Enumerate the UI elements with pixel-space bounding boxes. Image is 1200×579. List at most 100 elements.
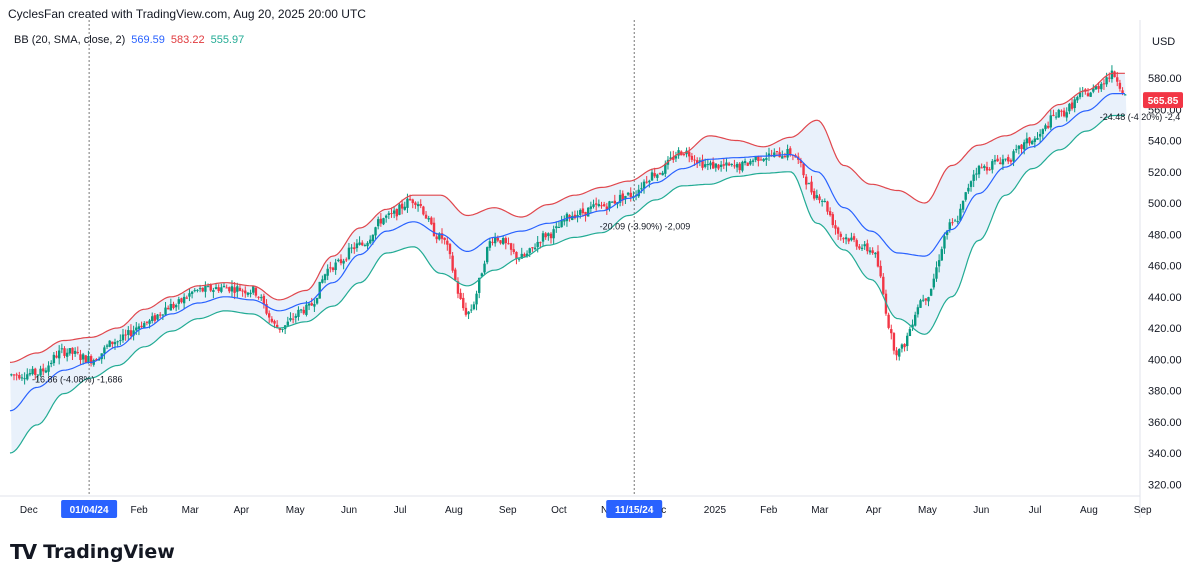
candle-body bbox=[781, 156, 784, 159]
candle-body bbox=[408, 198, 412, 201]
candle-body bbox=[961, 200, 965, 210]
candle-body bbox=[52, 354, 56, 364]
candle-body bbox=[135, 327, 138, 331]
date-highlight-badge[interactable] bbox=[606, 500, 663, 518]
candle-body bbox=[759, 159, 763, 161]
candle-body bbox=[547, 233, 550, 237]
price-tick-label: 480.00 bbox=[1148, 229, 1182, 241]
candle-body bbox=[161, 314, 165, 316]
candle-body bbox=[608, 201, 611, 209]
candle-body bbox=[533, 247, 537, 250]
candle-body bbox=[456, 281, 460, 294]
candle-body bbox=[587, 207, 590, 217]
time-tick-label: c bbox=[661, 505, 666, 516]
candle-body bbox=[592, 204, 595, 207]
price-tick-label: 460.00 bbox=[1148, 261, 1182, 273]
candle-body bbox=[387, 213, 391, 215]
candle-body bbox=[669, 157, 672, 160]
candle-body bbox=[650, 172, 654, 181]
candle-body bbox=[690, 155, 694, 160]
measure-label: -20.09 (-3.90%) -2,009 bbox=[600, 222, 691, 232]
candle-body bbox=[483, 263, 486, 273]
candle-body bbox=[871, 250, 874, 254]
candle-body bbox=[172, 303, 175, 308]
price-tick-label: 580.00 bbox=[1148, 73, 1182, 85]
candle-body bbox=[414, 202, 417, 205]
candle-body bbox=[462, 297, 465, 309]
candle-body bbox=[57, 350, 61, 359]
candle-body bbox=[246, 292, 250, 295]
candle-body bbox=[329, 267, 332, 269]
candle-body bbox=[499, 240, 502, 244]
candle-body bbox=[313, 304, 316, 307]
date-highlight-badge[interactable] bbox=[61, 500, 118, 518]
time-tick-label: Apr bbox=[234, 505, 250, 516]
candle-body bbox=[28, 373, 32, 375]
candle-body bbox=[914, 314, 917, 326]
candle-body bbox=[140, 325, 143, 328]
last-price-badge[interactable] bbox=[1143, 92, 1183, 109]
candle-body bbox=[236, 286, 239, 292]
candle-body bbox=[919, 300, 922, 308]
candle-body bbox=[177, 299, 181, 304]
candle-body bbox=[624, 195, 627, 199]
candle-body bbox=[480, 273, 484, 277]
date-highlight-label: 11/15/24 bbox=[615, 505, 654, 516]
candle-body bbox=[858, 246, 861, 249]
candle-body bbox=[879, 265, 882, 277]
candle-body bbox=[36, 374, 40, 376]
measure-annotation[interactable]: -16.86 (-4.08%) -1,686 bbox=[32, 375, 123, 385]
currency-label[interactable]: USD bbox=[1152, 36, 1176, 48]
candle-body bbox=[799, 160, 803, 164]
candle-body bbox=[196, 289, 199, 291]
candle-body bbox=[307, 303, 311, 306]
lower-band-line bbox=[9, 114, 1125, 454]
candle-body bbox=[467, 311, 470, 315]
candle-body bbox=[985, 166, 989, 171]
candle-body bbox=[1030, 141, 1034, 145]
candle-body bbox=[42, 368, 45, 372]
candle-body bbox=[119, 340, 122, 342]
time-tick-label: Feb bbox=[760, 505, 778, 516]
candle-body bbox=[432, 222, 436, 237]
candle-body bbox=[709, 162, 712, 166]
candle-body bbox=[1004, 158, 1007, 160]
candle-body bbox=[525, 253, 529, 257]
measure-annotation[interactable]: -20.09 (-3.90%) -2,009 bbox=[600, 222, 691, 232]
candle-body bbox=[828, 211, 832, 216]
candle-body bbox=[948, 222, 951, 230]
candle-body bbox=[512, 249, 515, 253]
candle-body bbox=[1054, 116, 1058, 118]
candle-body bbox=[786, 149, 789, 158]
candle-body bbox=[969, 181, 973, 187]
candle-body bbox=[701, 159, 704, 168]
candle-body bbox=[1078, 92, 1082, 98]
candle-body bbox=[975, 173, 978, 175]
candle-body bbox=[1015, 149, 1018, 151]
candle-body bbox=[193, 290, 196, 292]
price-tick-label: 400.00 bbox=[1148, 354, 1182, 366]
candle-body bbox=[164, 307, 167, 315]
measure-label: -16.86 (-4.08%) -1,686 bbox=[32, 375, 123, 385]
candle-body bbox=[321, 279, 324, 283]
candle-body bbox=[15, 374, 18, 376]
candle-body bbox=[1049, 115, 1052, 128]
bollinger-legend[interactable]: BB (20, SMA, close, 2) 569.59 583.22 555.97 bbox=[14, 34, 244, 46]
candle-body bbox=[921, 299, 925, 301]
candle-body bbox=[1089, 92, 1092, 97]
candle-body bbox=[169, 304, 173, 311]
candle-body bbox=[475, 293, 478, 305]
candle-body bbox=[60, 348, 64, 350]
candle-body bbox=[860, 247, 864, 249]
candle-body bbox=[714, 163, 718, 168]
candle-body bbox=[1038, 133, 1042, 137]
candle-body bbox=[326, 268, 329, 276]
time-tick-label: Feb bbox=[131, 505, 149, 516]
candle-body bbox=[515, 251, 518, 259]
candle-body bbox=[967, 187, 970, 192]
candle-body bbox=[1046, 125, 1050, 128]
candle-body bbox=[132, 330, 135, 336]
candle-body bbox=[254, 287, 258, 296]
candle-body bbox=[472, 304, 476, 310]
